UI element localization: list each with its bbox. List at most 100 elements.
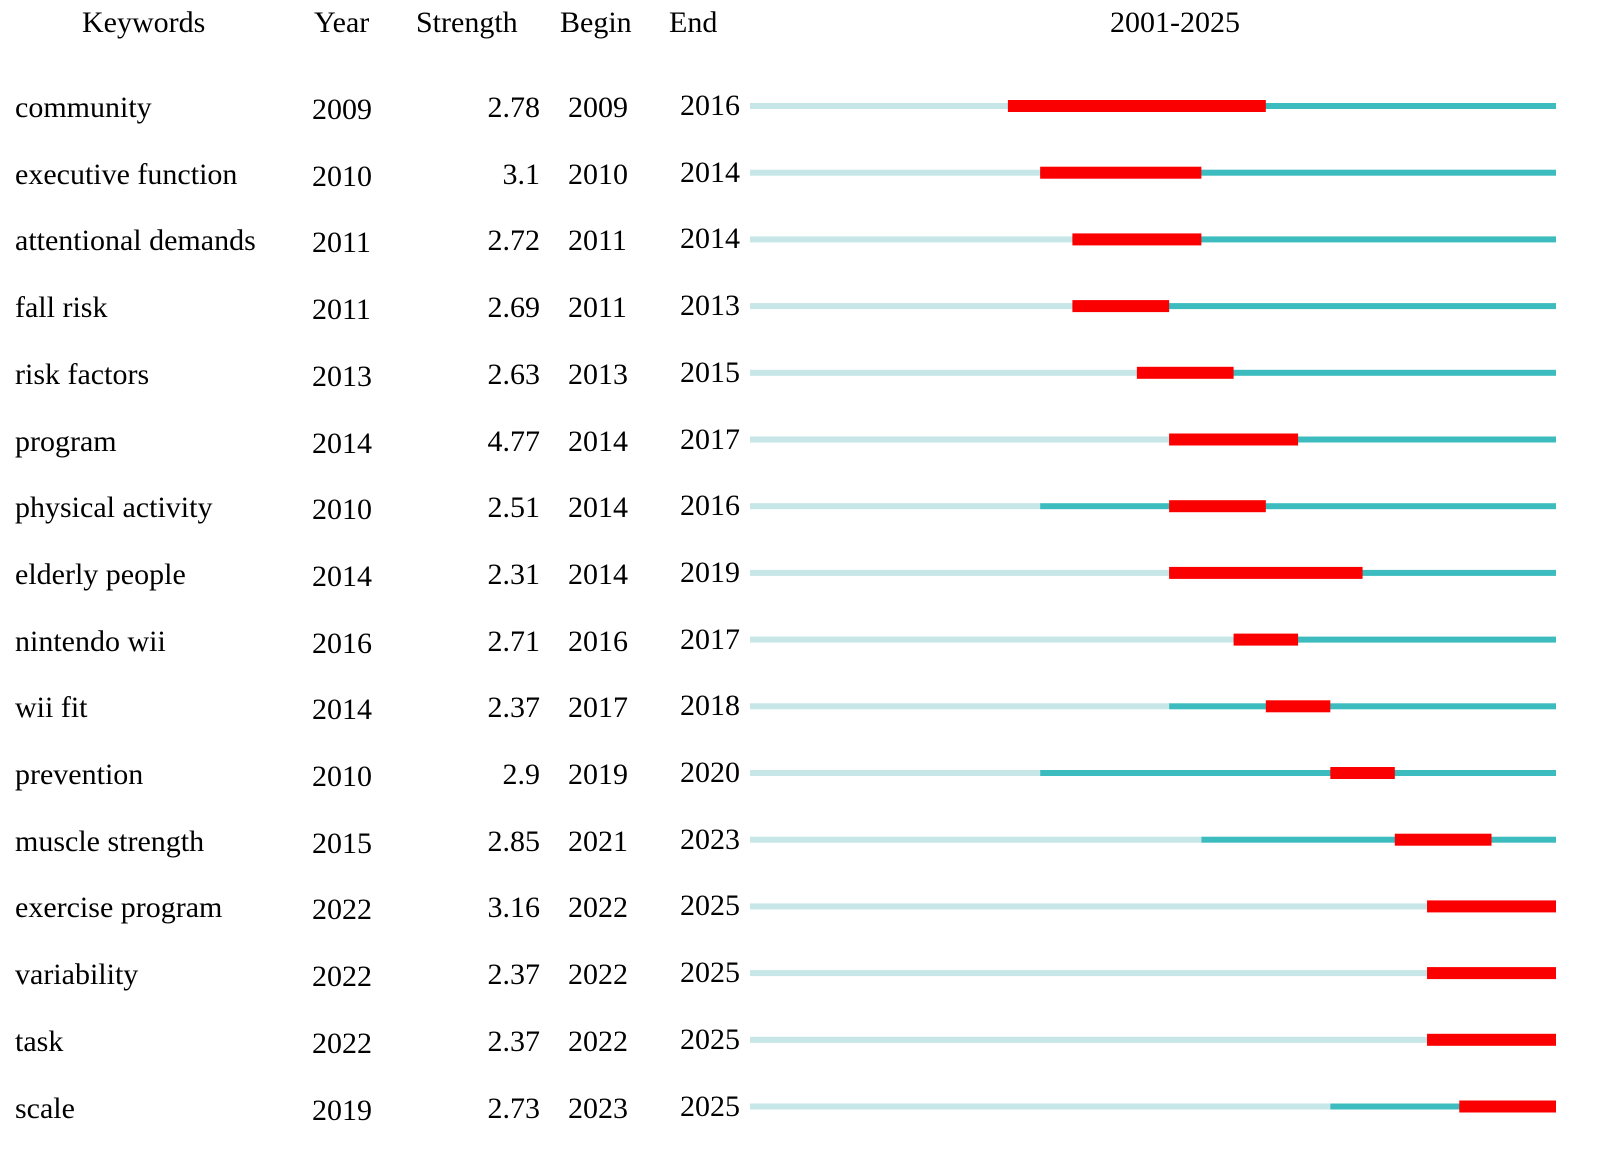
burst-bar [1394, 833, 1492, 846]
strength-value: 2.72 [487, 224, 541, 258]
end-value: 2025 [680, 889, 740, 923]
timeline-active-segment [1072, 303, 1556, 310]
year-value: 2019 [312, 1093, 372, 1127]
keyword-row: variability 2022 2.37 2022 2025 [0, 956, 1600, 1027]
timeline-active-segment [1040, 169, 1556, 176]
end-value: 2025 [680, 1022, 740, 1056]
strength-value: 2.85 [487, 824, 541, 858]
keyword-label: variability [15, 958, 139, 992]
strength-value: 2.73 [487, 1091, 541, 1125]
begin-value: 2022 [568, 891, 628, 925]
burst-bar [1427, 1033, 1556, 1046]
end-value: 2023 [680, 822, 740, 856]
keyword-row: nintendo wii 2016 2.71 2016 2017 [0, 623, 1600, 694]
begin-value: 2013 [568, 357, 628, 391]
timeline-active-segment [1007, 103, 1556, 109]
burst-bar [1427, 967, 1556, 980]
year-value: 2010 [312, 159, 372, 193]
burst-bar [1072, 233, 1202, 246]
timeline-inactive-segment [750, 169, 1041, 176]
strength-value: 2.31 [487, 557, 541, 591]
timeline-inactive-segment [750, 103, 1008, 109]
header-end: End [669, 6, 718, 39]
keyword-row: task 2022 2.37 2022 2025 [0, 1023, 1600, 1094]
burst-bar [1169, 566, 1363, 579]
keyword-row: prevention 2010 2.9 2019 2020 [0, 756, 1600, 827]
begin-value: 2009 [568, 91, 628, 124]
year-value: 2014 [312, 426, 372, 460]
strength-value: 2.9 [502, 758, 541, 791]
timeline-active-segment [1169, 703, 1556, 710]
timeline-inactive-segment [750, 303, 1073, 310]
year-value: 2013 [312, 359, 372, 393]
begin-value: 2014 [568, 491, 628, 525]
end-value: 2019 [680, 555, 740, 589]
keyword-row: elderly people 2014 2.31 2014 2019 [0, 556, 1600, 627]
timeline-active-segment [1330, 1103, 1556, 1110]
strength-value: 2.37 [487, 691, 541, 725]
begin-value: 2010 [568, 157, 628, 191]
timeline-inactive-segment [750, 569, 1170, 576]
burst-bar [1169, 500, 1266, 513]
year-value: 2010 [312, 760, 372, 793]
end-value: 2014 [680, 222, 740, 256]
keyword-row: program 2014 4.77 2014 2017 [0, 423, 1600, 494]
timeline-inactive-segment [750, 903, 1428, 910]
timeline-inactive-segment [750, 1036, 1428, 1043]
header-range: 2001-2025 [1110, 6, 1240, 39]
year-value: 2015 [312, 826, 372, 860]
year-value: 2014 [312, 693, 372, 727]
keyword-label: scale [15, 1091, 75, 1125]
year-value: 2014 [312, 559, 372, 593]
burst-bar [1427, 900, 1556, 913]
end-value: 2016 [680, 489, 740, 523]
header-begin: Begin [560, 6, 632, 39]
end-value: 2020 [680, 756, 740, 789]
end-value: 2017 [680, 422, 740, 456]
year-value: 2022 [312, 893, 372, 927]
keyword-row: wii fit 2014 2.37 2017 2018 [0, 689, 1600, 760]
burst-bar [1265, 700, 1331, 713]
end-value: 2016 [680, 89, 740, 122]
keyword-label: prevention [15, 758, 144, 791]
strength-value: 2.71 [487, 624, 541, 658]
year-value: 2010 [312, 493, 372, 527]
timeline-active-segment [1040, 770, 1556, 776]
keyword-label: program [15, 424, 117, 458]
burst-bar [1072, 300, 1170, 313]
begin-value: 2023 [568, 1091, 628, 1125]
year-value: 2022 [312, 960, 372, 994]
burst-bar [1459, 1100, 1556, 1113]
timeline-active-segment [1040, 503, 1556, 510]
year-value: 2011 [312, 226, 371, 260]
keyword-row: scale 2019 2.73 2023 2025 [0, 1090, 1600, 1161]
header-strength: Strength [416, 6, 518, 39]
timeline-inactive-segment [750, 703, 1170, 710]
strength-value: 3.1 [502, 157, 541, 191]
timeline-inactive-segment [750, 503, 1041, 510]
timeline-inactive-segment [750, 636, 1234, 643]
strength-value: 2.78 [487, 91, 541, 124]
timeline-active-segment [1072, 236, 1556, 243]
strength-value: 2.37 [487, 1024, 541, 1058]
keyword-label: elderly people [15, 557, 186, 591]
year-value: 2022 [312, 1026, 372, 1060]
keyword-row: exercise program 2022 3.16 2022 2025 [0, 889, 1600, 960]
end-value: 2015 [680, 355, 740, 389]
begin-value: 2011 [568, 291, 627, 325]
burst-bar [1169, 433, 1299, 446]
end-value: 2025 [680, 956, 740, 990]
timeline-inactive-segment [750, 436, 1170, 443]
timeline-inactive-segment [750, 970, 1428, 977]
keyword-label: risk factors [15, 357, 150, 391]
year-value: 2011 [312, 293, 371, 327]
begin-value: 2011 [568, 224, 627, 258]
begin-value: 2022 [568, 958, 628, 992]
begin-value: 2017 [568, 691, 628, 725]
timeline-inactive-segment [750, 836, 1202, 843]
burst-bar [1330, 767, 1395, 779]
keyword-label: physical activity [15, 491, 213, 525]
burst-bar [1233, 633, 1299, 646]
keyword-label: executive function [15, 157, 238, 191]
